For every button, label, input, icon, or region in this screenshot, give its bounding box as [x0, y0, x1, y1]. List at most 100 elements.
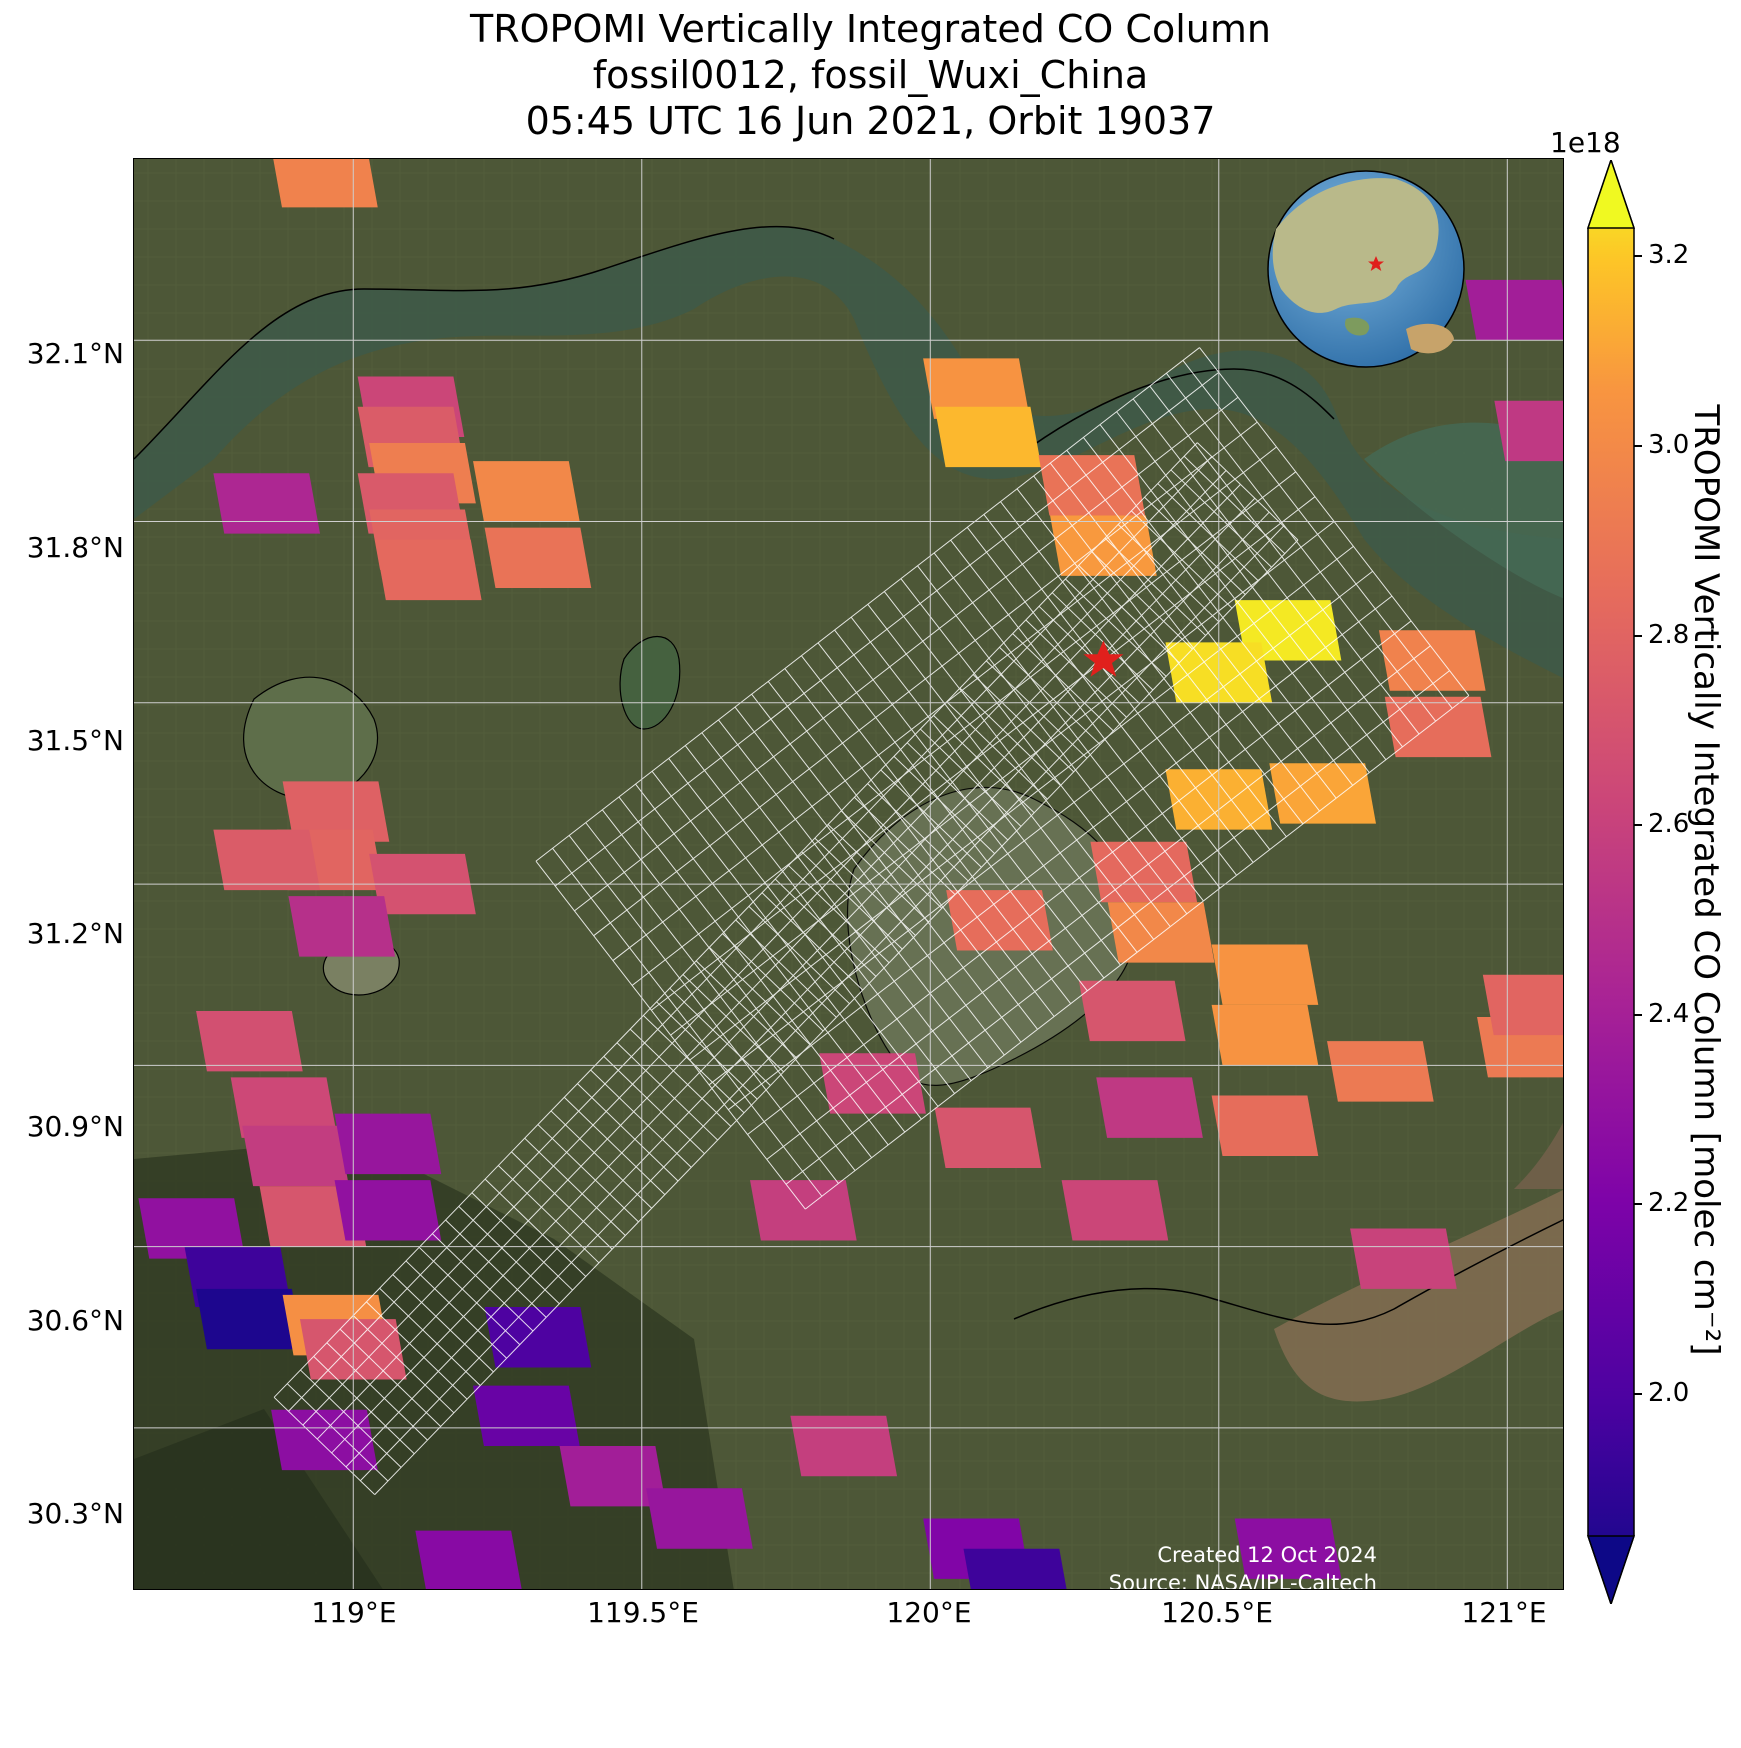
swath-line — [788, 865, 890, 964]
co-pixel — [1078, 980, 1186, 1042]
globe-australia — [1406, 323, 1454, 354]
co-pixel — [963, 1548, 1067, 1589]
co-pixel — [1327, 1041, 1434, 1102]
coastline-north — [134, 225, 835, 460]
colorbar-tick-label: 2.2 — [1648, 1188, 1690, 1219]
swath-line — [458, 1206, 560, 1305]
co-pixel — [1350, 1228, 1457, 1289]
swath-line — [643, 1015, 745, 1114]
swath-line — [1196, 442, 1299, 541]
swath-line — [761, 892, 864, 991]
lon-tick-label: 119.5°E — [587, 1596, 699, 1629]
colorbar-tick — [1634, 445, 1642, 447]
swath-line — [1051, 592, 1154, 691]
lon-tick-label: 120°E — [886, 1596, 972, 1629]
swath-line — [484, 1178, 587, 1277]
map-canvas — [134, 159, 1563, 1589]
co-pixel — [473, 1385, 580, 1446]
co-pixel — [271, 1409, 378, 1471]
lat-tick-label: 31.5°N — [26, 724, 124, 757]
swath-line — [286, 1383, 389, 1482]
co-pixel — [1234, 1518, 1342, 1579]
co-pixel — [1384, 696, 1492, 758]
estuary-edge — [1514, 1122, 1563, 1189]
swath-line — [747, 620, 1412, 1135]
colorbar-tick — [1634, 634, 1642, 637]
swath-line — [374, 539, 1299, 1495]
colorbar-tick — [1634, 1203, 1642, 1206]
swath-line — [302, 470, 1227, 1426]
co-pixel — [242, 1125, 349, 1187]
swath-line — [535, 347, 1200, 862]
swath-line — [774, 878, 877, 977]
co-pixel — [273, 159, 378, 208]
swath-line — [708, 946, 811, 1045]
swath-line — [405, 1260, 507, 1359]
co-pixel — [946, 890, 1053, 951]
lon-tick-label: 119°E — [311, 1596, 397, 1629]
co-pixel — [559, 1445, 667, 1507]
swath-line — [300, 1369, 402, 1468]
co-pixel — [334, 1113, 442, 1175]
co-pixel — [1494, 400, 1563, 462]
mountain-region-shadow — [134, 1409, 383, 1589]
co-pixel — [1038, 455, 1146, 516]
swath-line — [511, 1151, 613, 1250]
swath-line — [999, 646, 1101, 745]
swath-line — [273, 442, 1198, 1398]
swath-line — [933, 715, 1035, 814]
swath-line — [339, 1328, 442, 1427]
swath-line — [366, 1301, 468, 1400]
chart-title-line3: 05:45 UTC 16 Jun 2021, Orbit 19037 — [525, 99, 1216, 143]
co-pixel — [1211, 944, 1319, 1005]
swath-line — [695, 960, 798, 1059]
swath-line — [804, 695, 1470, 1210]
co-pixel — [473, 461, 580, 522]
swath-line — [345, 511, 1270, 1468]
swath-line — [972, 674, 1075, 773]
colorbar-tick-label: 2.0 — [1648, 1377, 1690, 1408]
swath-line — [840, 810, 943, 909]
co-pixel — [1211, 1095, 1319, 1156]
swath-line — [735, 919, 837, 1018]
swath-line — [1183, 455, 1286, 554]
site-marker-star — [1083, 640, 1124, 677]
lat-tick-label: 31.8°N — [26, 531, 124, 564]
colorbar-tick — [1634, 1013, 1642, 1016]
co-pixel — [646, 1488, 753, 1549]
coastline-south — [1013, 1219, 1563, 1326]
co-pixel — [213, 829, 321, 891]
co-pixel — [484, 1307, 592, 1368]
swath-line — [550, 1110, 653, 1209]
colorbar-label: TROPOMI Vertically Integrated CO Column … — [1686, 404, 1726, 1356]
co-pixel — [138, 1198, 246, 1259]
co-pixel — [1465, 279, 1563, 341]
chart-title-line2: fossil0012, fossil_Wuxi_China — [592, 53, 1149, 97]
co-pixel — [1269, 763, 1376, 824]
map-panel[interactable]: Created 12 Oct 2024 Source: NASA/JPL-Cal… — [133, 158, 1564, 1590]
swath-line — [445, 1219, 547, 1318]
co-pixel — [196, 1288, 303, 1350]
globe-site-marker — [1368, 256, 1384, 271]
swath-line — [273, 1396, 376, 1496]
chart-title-line1: TROPOMI Vertically Integrated CO Column — [470, 7, 1271, 51]
swath-line — [554, 372, 1220, 887]
swath-line — [1157, 483, 1259, 582]
swath-line — [1012, 633, 1114, 732]
co-pixel — [1211, 1004, 1319, 1066]
swath-line — [959, 687, 1061, 786]
swath-line — [827, 824, 930, 923]
lat-tick-label: 30.9°N — [26, 1110, 124, 1143]
co-pixel — [196, 1010, 303, 1072]
swath-line — [1144, 496, 1246, 595]
lake-west — [243, 676, 379, 800]
swath-grid-layer — [273, 347, 1470, 1496]
colorbar-tick — [1634, 1392, 1642, 1395]
swath-line — [651, 496, 1316, 1011]
swath-line — [748, 905, 850, 1005]
co-pixel — [1107, 902, 1215, 963]
swath-line — [537, 1124, 639, 1223]
swath-line — [880, 769, 982, 868]
swath-line — [313, 1356, 415, 1455]
swath-line — [766, 645, 1431, 1160]
